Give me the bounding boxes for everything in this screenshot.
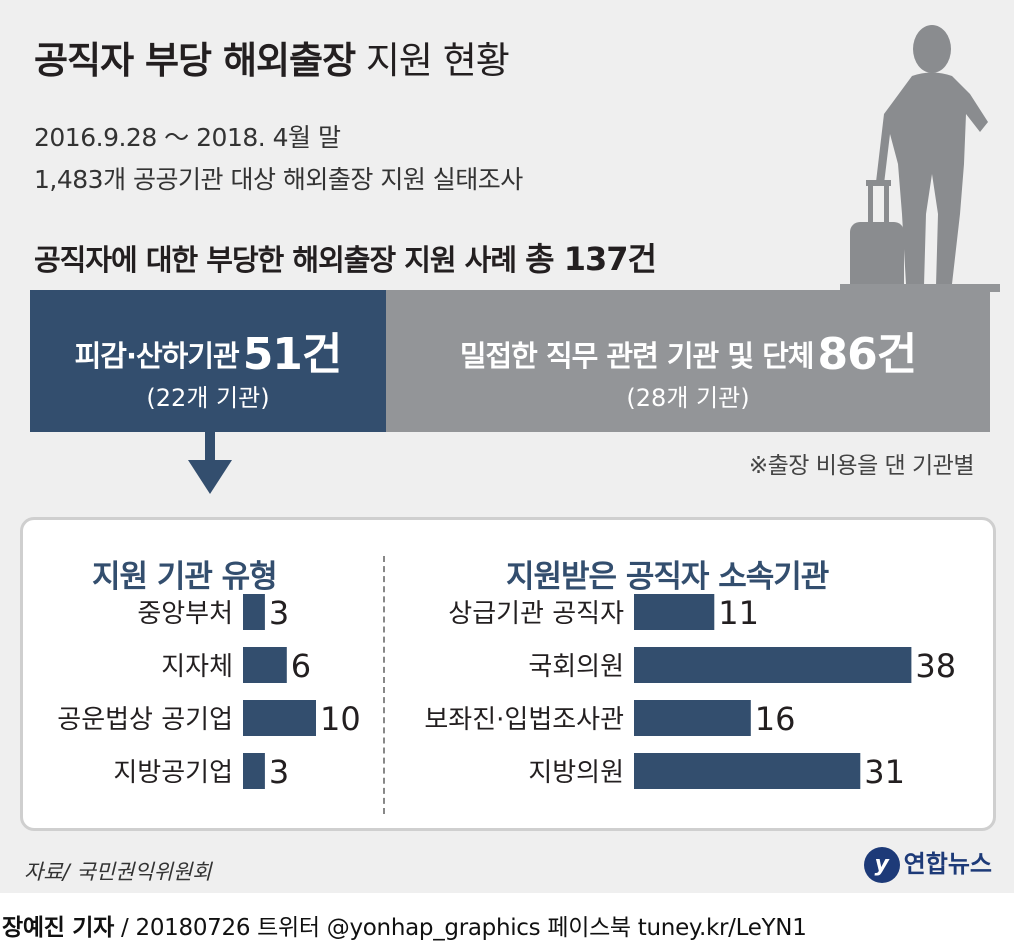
bar [243, 594, 265, 630]
yonhap-logo-icon: y [863, 847, 900, 883]
chart-recipient-affiliation: 상급기관 공직자 11 국회의원 38 보좌진·입법조사관 16 지방의원 31 [424, 594, 956, 791]
traveler-silhouette-icon [840, 25, 1000, 292]
bar-category-label: 지방공기업 [113, 758, 233, 788]
bar-value-label: 3 [269, 753, 289, 791]
credit-line: 장예진 기자 / 20180726 트위터 @yonhap_graphics 페… [2, 908, 807, 942]
logo-text: 연합뉴스 [903, 850, 992, 878]
summary-left-count: 51건 [242, 329, 343, 380]
summary-right-label: 밀접한 직무 관련 기관 및 단체 [459, 339, 815, 373]
infographic-canvas: 공직자 부당 해외출장 지원 현황 2016.9.28 ～ 2018. 4월 말… [0, 0, 1014, 893]
summary-right-sub: (28개 기관) [626, 384, 750, 412]
down-arrow-icon [188, 432, 232, 494]
source-note: 자료/ 국민권익위원회 [24, 860, 212, 884]
bar [634, 753, 861, 789]
bar-category-label: 국회의원 [528, 652, 624, 682]
bar-value-label: 38 [915, 647, 956, 685]
bar-value-label: 10 [320, 700, 361, 738]
bar-value-label: 16 [755, 700, 796, 738]
summary-left-sub: (22개 기관) [146, 384, 270, 412]
bar-value-label: 11 [718, 594, 759, 632]
bar [634, 594, 715, 630]
bar-category-label: 지방의원 [528, 758, 624, 788]
page-title: 공직자 부당 해외출장 지원 현황 [34, 30, 510, 84]
bar [634, 700, 751, 736]
bar-value-label: 6 [291, 647, 311, 685]
bar [634, 647, 912, 683]
panel-divider [383, 556, 385, 814]
summary-left-label: 피감·산하기관 [74, 339, 240, 373]
bar [243, 700, 316, 736]
bar [243, 753, 265, 789]
yonhap-logo: y 연합뉴스 [863, 844, 992, 883]
bar-value-label: 31 [864, 753, 905, 791]
bar-category-label: 상급기관 공직자 [448, 599, 624, 629]
bar-category-label: 중앙부처 [137, 599, 233, 629]
survey-scope: 1,483개 공공기관 대상 해외출장 지원 실태조사 [34, 165, 523, 194]
summary-left-main: 피감·산하기관51건 [30, 318, 386, 382]
title-light: 지원 현황 [365, 39, 510, 82]
bar-category-label: 공운법상 공기업 [57, 705, 233, 735]
bar-value-label: 3 [269, 594, 289, 632]
total-prefix: 공직자에 대한 부당한 해외출장 지원 사례 [34, 243, 517, 277]
bar [243, 647, 287, 683]
total-cases: 공직자에 대한 부당한 해외출장 지원 사례 총 137건 [34, 234, 657, 280]
title-bold: 공직자 부당 해외출장 [34, 39, 356, 82]
summary-right-count: 86건 [817, 329, 917, 380]
summary-right-main: 밀접한 직무 관련 기관 및 단체86건 [386, 318, 990, 382]
cost-note: ※출장 비용을 댄 기관별 [748, 453, 975, 479]
credit-rest: / 20180726 트위터 @yonhap_graphics 페이스북 tun… [121, 915, 807, 941]
chart-support-type: 중앙부처 3 지자체 6 공운법상 공기업 10 지방공기업 3 [57, 594, 361, 791]
credit-reporter: 장예진 기자 [2, 915, 115, 941]
survey-period: 2016.9.28 ～ 2018. 4월 말 [34, 123, 341, 152]
summary-box-related: 밀접한 직무 관련 기관 및 단체86건 (28개 기관) [386, 290, 990, 432]
summary-box-affiliated: 피감·산하기관51건 (22개 기관) [30, 290, 386, 432]
left-chart-title: 지원 기관 유형 [92, 559, 278, 595]
bar-category-label: 지자체 [161, 652, 233, 682]
bar-category-label: 보좌진·입법조사관 [424, 705, 624, 735]
total-value: 총 137건 [525, 240, 657, 278]
right-chart-title: 지원받은 공직자 소속기관 [506, 559, 829, 595]
